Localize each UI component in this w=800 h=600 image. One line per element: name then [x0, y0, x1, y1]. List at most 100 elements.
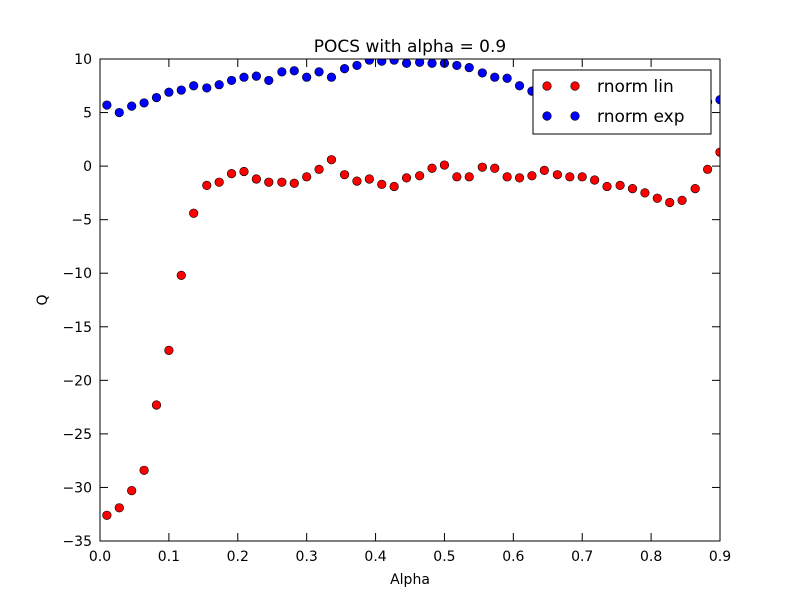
data-point — [226, 75, 237, 86]
data-point — [715, 95, 720, 105]
data-point — [139, 465, 149, 475]
data-point — [326, 155, 337, 165]
y-tick-label: −5 — [71, 213, 92, 229]
data-point — [702, 164, 713, 174]
data-point — [690, 184, 700, 194]
data-point — [314, 164, 324, 174]
plot-frame — [99, 58, 721, 542]
y-tick-label: 5 — [83, 106, 92, 122]
legend-box — [532, 69, 712, 135]
data-point — [214, 80, 224, 90]
x-tick-label: 0.4 — [364, 549, 386, 565]
data-point — [189, 208, 199, 218]
data-point — [326, 72, 337, 82]
data-point — [490, 163, 500, 173]
data-point — [627, 184, 638, 194]
data-point — [102, 510, 112, 520]
data-point — [151, 92, 162, 103]
data-point — [102, 100, 112, 110]
data-point — [202, 83, 212, 93]
data-point — [565, 172, 575, 182]
y-tick-label: 0 — [83, 159, 92, 175]
data-point — [615, 180, 625, 190]
y-tick-label: −30 — [62, 480, 92, 496]
x-tick-label: 0.5 — [433, 549, 455, 565]
data-point — [527, 171, 537, 181]
data-point — [665, 197, 675, 208]
data-point — [464, 62, 474, 73]
data-point — [302, 72, 312, 82]
data-point — [164, 87, 174, 97]
data-point — [176, 270, 186, 280]
data-point — [314, 67, 324, 77]
data-point — [427, 59, 437, 68]
data-point — [415, 59, 425, 67]
data-point — [339, 170, 350, 180]
data-point — [401, 59, 412, 68]
data-point — [452, 172, 462, 182]
data-point — [364, 174, 374, 184]
data-point — [577, 172, 587, 182]
data-point — [590, 175, 600, 185]
data-point — [251, 174, 261, 184]
y-tick-label: −35 — [62, 534, 92, 550]
x-tick-label: 0.7 — [571, 549, 593, 565]
data-point — [352, 176, 362, 186]
data-point — [202, 180, 212, 190]
data-point — [389, 59, 399, 65]
data-point — [389, 181, 399, 192]
plot-area — [100, 59, 720, 541]
data-point — [114, 107, 124, 118]
data-point — [439, 160, 450, 170]
data-point — [552, 170, 563, 180]
data-point — [677, 195, 687, 205]
data-point — [127, 486, 137, 496]
x-tick-label: 0.1 — [158, 549, 180, 565]
data-point — [415, 171, 425, 181]
data-point — [214, 177, 224, 187]
data-point — [264, 177, 274, 187]
legend-marker-rnorm-exp — [542, 111, 552, 121]
data-point — [239, 166, 249, 177]
y-tick-label: −15 — [62, 320, 92, 336]
data-point — [114, 503, 124, 513]
data-point — [715, 147, 720, 157]
data-point — [189, 81, 199, 91]
data-point — [490, 72, 500, 82]
data-point — [377, 59, 387, 66]
data-point — [452, 60, 462, 71]
data-point — [251, 71, 261, 81]
x-tick-label: 0.9 — [709, 549, 731, 565]
data-point — [477, 162, 487, 172]
data-point — [602, 181, 612, 192]
y-tick-label: −20 — [62, 373, 92, 389]
legend-marker-rnorm-lin-2 — [570, 81, 580, 91]
x-tick-label: 0.2 — [227, 549, 249, 565]
data-point — [277, 177, 287, 187]
y-tick-label: 10 — [74, 52, 92, 68]
x-tick-label: 0.6 — [502, 549, 524, 565]
data-point — [401, 173, 412, 183]
y-axis-title: Q — [35, 294, 51, 305]
data-point — [339, 64, 350, 74]
legend-label-rnorm-lin: rnorm lin — [597, 77, 674, 97]
data-point — [302, 172, 312, 182]
data-point — [539, 165, 549, 175]
data-point — [364, 59, 374, 65]
data-point — [264, 75, 274, 86]
data-point — [151, 400, 162, 410]
data-point — [277, 67, 287, 77]
data-point — [502, 172, 512, 182]
data-point — [514, 81, 525, 91]
data-point — [377, 179, 387, 189]
data-point — [502, 73, 512, 83]
data-point — [289, 66, 299, 76]
x-axis-title: Alpha — [390, 572, 430, 588]
data-point — [127, 101, 137, 111]
data-point — [640, 188, 650, 198]
series-rnorm-lin — [102, 147, 720, 520]
data-point — [239, 72, 249, 82]
data-point — [139, 98, 149, 108]
legend: rnorm lin rnorm exp — [532, 69, 712, 135]
